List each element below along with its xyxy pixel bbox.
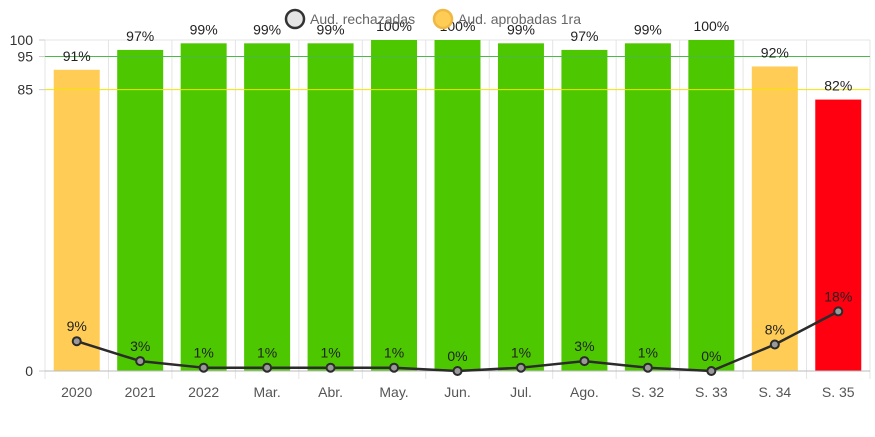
line-point-S. 32	[642, 362, 653, 373]
x-tick-label: Jun.	[444, 384, 470, 400]
line-value-label: 0%	[447, 348, 467, 364]
line-value-label: 1%	[320, 345, 340, 361]
line-value-label: 1%	[511, 345, 531, 361]
bar-May.	[371, 40, 418, 371]
bar-value-label: 99%	[253, 21, 281, 37]
x-tick-label: S. 32	[632, 384, 665, 400]
x-tick-label: S. 35	[822, 384, 855, 400]
line-value-label: 3%	[130, 338, 150, 354]
legend-marker-aprobadas	[432, 8, 454, 30]
line-point-2020	[71, 336, 82, 347]
line-point-Ago.	[579, 356, 590, 367]
bar-Jul.	[497, 43, 544, 372]
line-value-label: 9%	[67, 318, 87, 334]
bar-value-label: 97%	[570, 28, 598, 44]
bar-value-label: 91%	[63, 48, 91, 64]
bar-2020	[53, 69, 100, 371]
bar-value-label: 99%	[190, 21, 218, 37]
bar-value-label: 100%	[693, 18, 729, 34]
line-point-S. 34	[769, 339, 780, 350]
x-tick-label: S. 34	[758, 384, 791, 400]
line-value-label: 1%	[194, 345, 214, 361]
line-value-label: 8%	[765, 322, 785, 338]
line-point-Mar.	[262, 362, 273, 373]
line-value-label: 1%	[384, 345, 404, 361]
line-point-Jul.	[515, 362, 526, 373]
y-tick-label: 95	[17, 49, 33, 65]
x-tick-label: S. 33	[695, 384, 728, 400]
bar-2021	[117, 49, 164, 372]
y-tick-label: 0	[25, 363, 33, 379]
line-point-S. 33	[706, 366, 717, 376]
bar-S. 35	[815, 99, 862, 371]
bar-S. 33	[688, 40, 735, 371]
x-tick-label: Ago.	[570, 384, 599, 400]
line-value-label: 1%	[257, 345, 277, 361]
legend-label: Aud. aprobadas 1ra	[458, 11, 581, 27]
x-tick-label: 2020	[61, 384, 92, 400]
bar-value-label: 97%	[126, 28, 154, 44]
bar-value-label: 100%	[376, 18, 412, 34]
x-tick-label: 2021	[125, 384, 156, 400]
line-point-S. 35	[833, 306, 844, 317]
line-point-May.	[389, 362, 400, 373]
bar-2022	[180, 43, 227, 372]
y-tick-label: 100	[10, 32, 34, 48]
legend-marker-rechazadas	[284, 8, 306, 30]
bar-value-label: 99%	[317, 21, 345, 37]
bar-value-label: 99%	[507, 21, 535, 37]
bar-value-label: 92%	[761, 44, 789, 60]
line-value-label: 18%	[824, 288, 852, 304]
line-value-label: 3%	[574, 338, 594, 354]
x-tick-label: Jul.	[510, 384, 532, 400]
bar-value-label: 99%	[634, 21, 662, 37]
line-point-2022	[198, 362, 209, 373]
bar-S. 34	[751, 66, 798, 371]
line-point-2021	[135, 356, 146, 367]
line-value-label: 1%	[638, 345, 658, 361]
x-tick-label: Abr.	[318, 384, 343, 400]
y-tick-label: 85	[17, 82, 33, 98]
x-tick-label: May.	[379, 384, 408, 400]
x-tick-label: 2022	[188, 384, 219, 400]
bar-Abr.	[307, 43, 354, 372]
bar-Ago.	[561, 49, 608, 372]
line-point-Abr.	[325, 362, 336, 373]
line-value-label: 0%	[701, 348, 721, 364]
x-tick-label: Mar.	[253, 384, 280, 400]
bar-value-label: 82%	[824, 78, 852, 94]
bar-Mar.	[244, 43, 291, 372]
legend-label: Aud. rechazadas	[310, 11, 415, 27]
bar-S. 32	[624, 43, 671, 372]
line-point-Jun.	[452, 366, 463, 376]
bar-Jun.	[434, 40, 481, 371]
